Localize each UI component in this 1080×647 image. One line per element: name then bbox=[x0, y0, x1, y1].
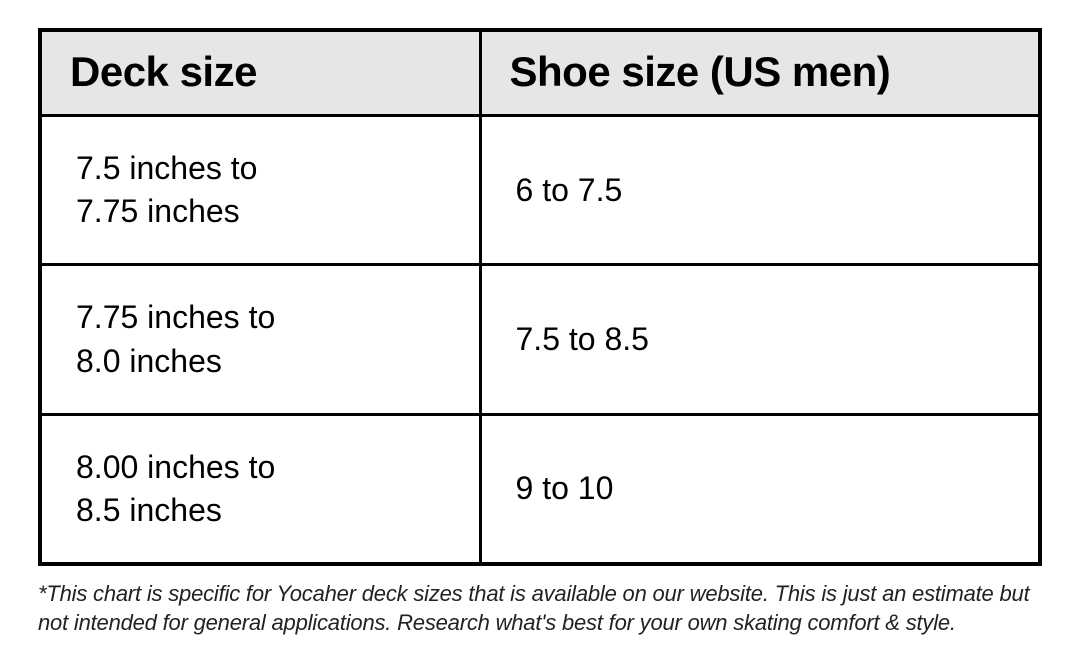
deck-line2: 8.5 inches bbox=[76, 492, 222, 528]
cell-deck-size: 7.5 inches to 7.75 inches bbox=[40, 116, 480, 265]
table-header-row: Deck size Shoe size (US men) bbox=[40, 30, 1040, 116]
cell-shoe-size: 7.5 to 8.5 bbox=[480, 265, 1040, 414]
table-row: 7.5 inches to 7.75 inches 6 to 7.5 bbox=[40, 116, 1040, 265]
deck-line1: 7.75 inches to bbox=[76, 299, 275, 335]
cell-deck-size: 7.75 inches to 8.0 inches bbox=[40, 265, 480, 414]
header-deck-size: Deck size bbox=[40, 30, 480, 116]
cell-shoe-size: 6 to 7.5 bbox=[480, 116, 1040, 265]
deck-line2: 7.75 inches bbox=[76, 193, 240, 229]
size-chart-table: Deck size Shoe size (US men) 7.5 inches … bbox=[38, 28, 1042, 566]
table-row: 8.00 inches to 8.5 inches 9 to 10 bbox=[40, 414, 1040, 564]
cell-deck-size: 8.00 inches to 8.5 inches bbox=[40, 414, 480, 564]
cell-shoe-size: 9 to 10 bbox=[480, 414, 1040, 564]
header-shoe-size: Shoe size (US men) bbox=[480, 30, 1040, 116]
deck-line2: 8.0 inches bbox=[76, 343, 222, 379]
table-row: 7.75 inches to 8.0 inches 7.5 to 8.5 bbox=[40, 265, 1040, 414]
deck-line1: 8.00 inches to bbox=[76, 449, 275, 485]
footnote-text: *This chart is specific for Yocaher deck… bbox=[38, 580, 1042, 637]
deck-line1: 7.5 inches to bbox=[76, 150, 257, 186]
